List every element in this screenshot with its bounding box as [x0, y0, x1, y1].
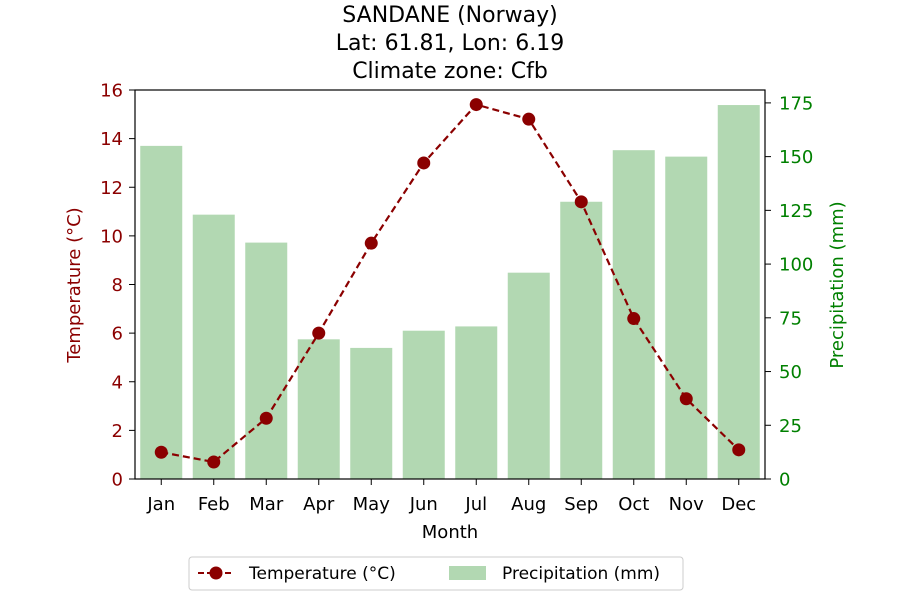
temperature-point-dec	[732, 443, 746, 457]
x-tick-label-jul: Jul	[464, 494, 487, 515]
temperature-line	[154, 98, 746, 469]
chart-title: SANDANE (Norway) Lat: 61.81, Lon: 6.19 Cli…	[336, 3, 564, 84]
x-tick-label-oct: Oct	[618, 494, 649, 515]
left-axis-ticks: 0 2 4 6 8 10 12 14 16	[100, 81, 135, 491]
temperature-point-may	[364, 236, 378, 250]
right-tick-label: 75	[779, 308, 802, 329]
right-tick-label: 0	[779, 470, 790, 491]
x-tick-label-dec: Dec	[721, 494, 756, 515]
legend: Temperature (°C) Precipitation (mm)	[188, 556, 684, 591]
legend-precipitation-swatch-icon	[449, 566, 486, 580]
precipitation-bar-nov	[665, 156, 708, 479]
left-tick-label: 14	[100, 129, 123, 150]
left-tick-label: 10	[100, 226, 123, 247]
x-axis-label: Month	[422, 522, 478, 543]
x-tick-label-may: May	[353, 494, 391, 515]
right-tick-label: 100	[779, 255, 813, 276]
temperature-point-aug	[522, 112, 536, 126]
temperature-point-jan	[154, 445, 168, 459]
temperature-series-line	[161, 103, 740, 464]
precipitation-bar-aug	[507, 272, 550, 479]
precipitation-bar-apr	[297, 339, 340, 479]
legend-precipitation-label: Precipitation (mm)	[502, 564, 660, 584]
temperature-point-feb	[207, 455, 221, 469]
temperature-point-oct	[627, 312, 641, 326]
x-tick-label-apr: Apr	[303, 494, 335, 515]
temperature-point-nov	[679, 392, 693, 406]
x-tick-label-feb: Feb	[198, 494, 230, 515]
precipitation-bar-jan	[140, 145, 183, 479]
chart-title-line-1: SANDANE (Norway)	[342, 3, 557, 28]
precipitation-bar-dec	[717, 105, 760, 480]
temperature-point-jul	[469, 98, 483, 112]
left-tick-label: 8	[112, 275, 123, 296]
precipitation-bar-jul	[455, 326, 498, 479]
precipitation-bar-sep	[560, 201, 603, 480]
temperature-point-jun	[417, 156, 431, 170]
left-axis-label: Temperature (°C)	[64, 207, 85, 363]
right-tick-label: 25	[779, 416, 802, 437]
precipitation-bar-jun	[402, 330, 445, 479]
precipitation-bar-feb	[192, 214, 235, 480]
left-tick-label: 0	[112, 470, 123, 491]
left-tick-label: 4	[112, 372, 123, 393]
left-tick-label: 16	[100, 81, 123, 102]
precipitation-bars	[140, 105, 760, 480]
chart-title-line-3: Climate zone: Cfb	[352, 59, 548, 84]
left-tick-label: 12	[100, 178, 123, 199]
temperature-point-sep	[574, 195, 588, 209]
x-tick-label-sep: Sep	[564, 494, 598, 515]
precipitation-bar-may	[350, 347, 393, 479]
x-tick-label-mar: Mar	[249, 494, 284, 515]
temperature-point-mar	[259, 411, 273, 425]
right-tick-label: 175	[779, 93, 813, 114]
right-tick-label: 125	[779, 201, 813, 222]
x-tick-label-nov: Nov	[669, 494, 704, 515]
legend-temperature-label: Temperature (°C)	[248, 564, 396, 584]
precipitation-bar-mar	[245, 242, 288, 479]
left-tick-label: 6	[112, 324, 123, 345]
x-axis-ticks: Jan Feb Mar Apr May Jun Jul Aug Sep Oct Nov Dec	[146, 479, 756, 515]
x-tick-label-aug: Aug	[511, 494, 546, 515]
left-tick-label: 2	[112, 421, 123, 442]
legend-box	[188, 556, 684, 591]
right-axis-ticks: 0 25 50 75 100 125 150 175	[765, 93, 813, 491]
right-tick-label: 150	[779, 147, 813, 168]
x-tick-label-jan: Jan	[146, 494, 175, 515]
x-tick-label-jun: Jun	[409, 494, 438, 515]
right-axis-label: Precipitation (mm)	[827, 201, 848, 368]
right-tick-label: 50	[779, 362, 802, 383]
temperature-point-apr	[312, 326, 326, 340]
legend-temperature-marker-icon	[209, 566, 223, 580]
chart-title-line-2: Lat: 61.81, Lon: 6.19	[336, 31, 564, 56]
